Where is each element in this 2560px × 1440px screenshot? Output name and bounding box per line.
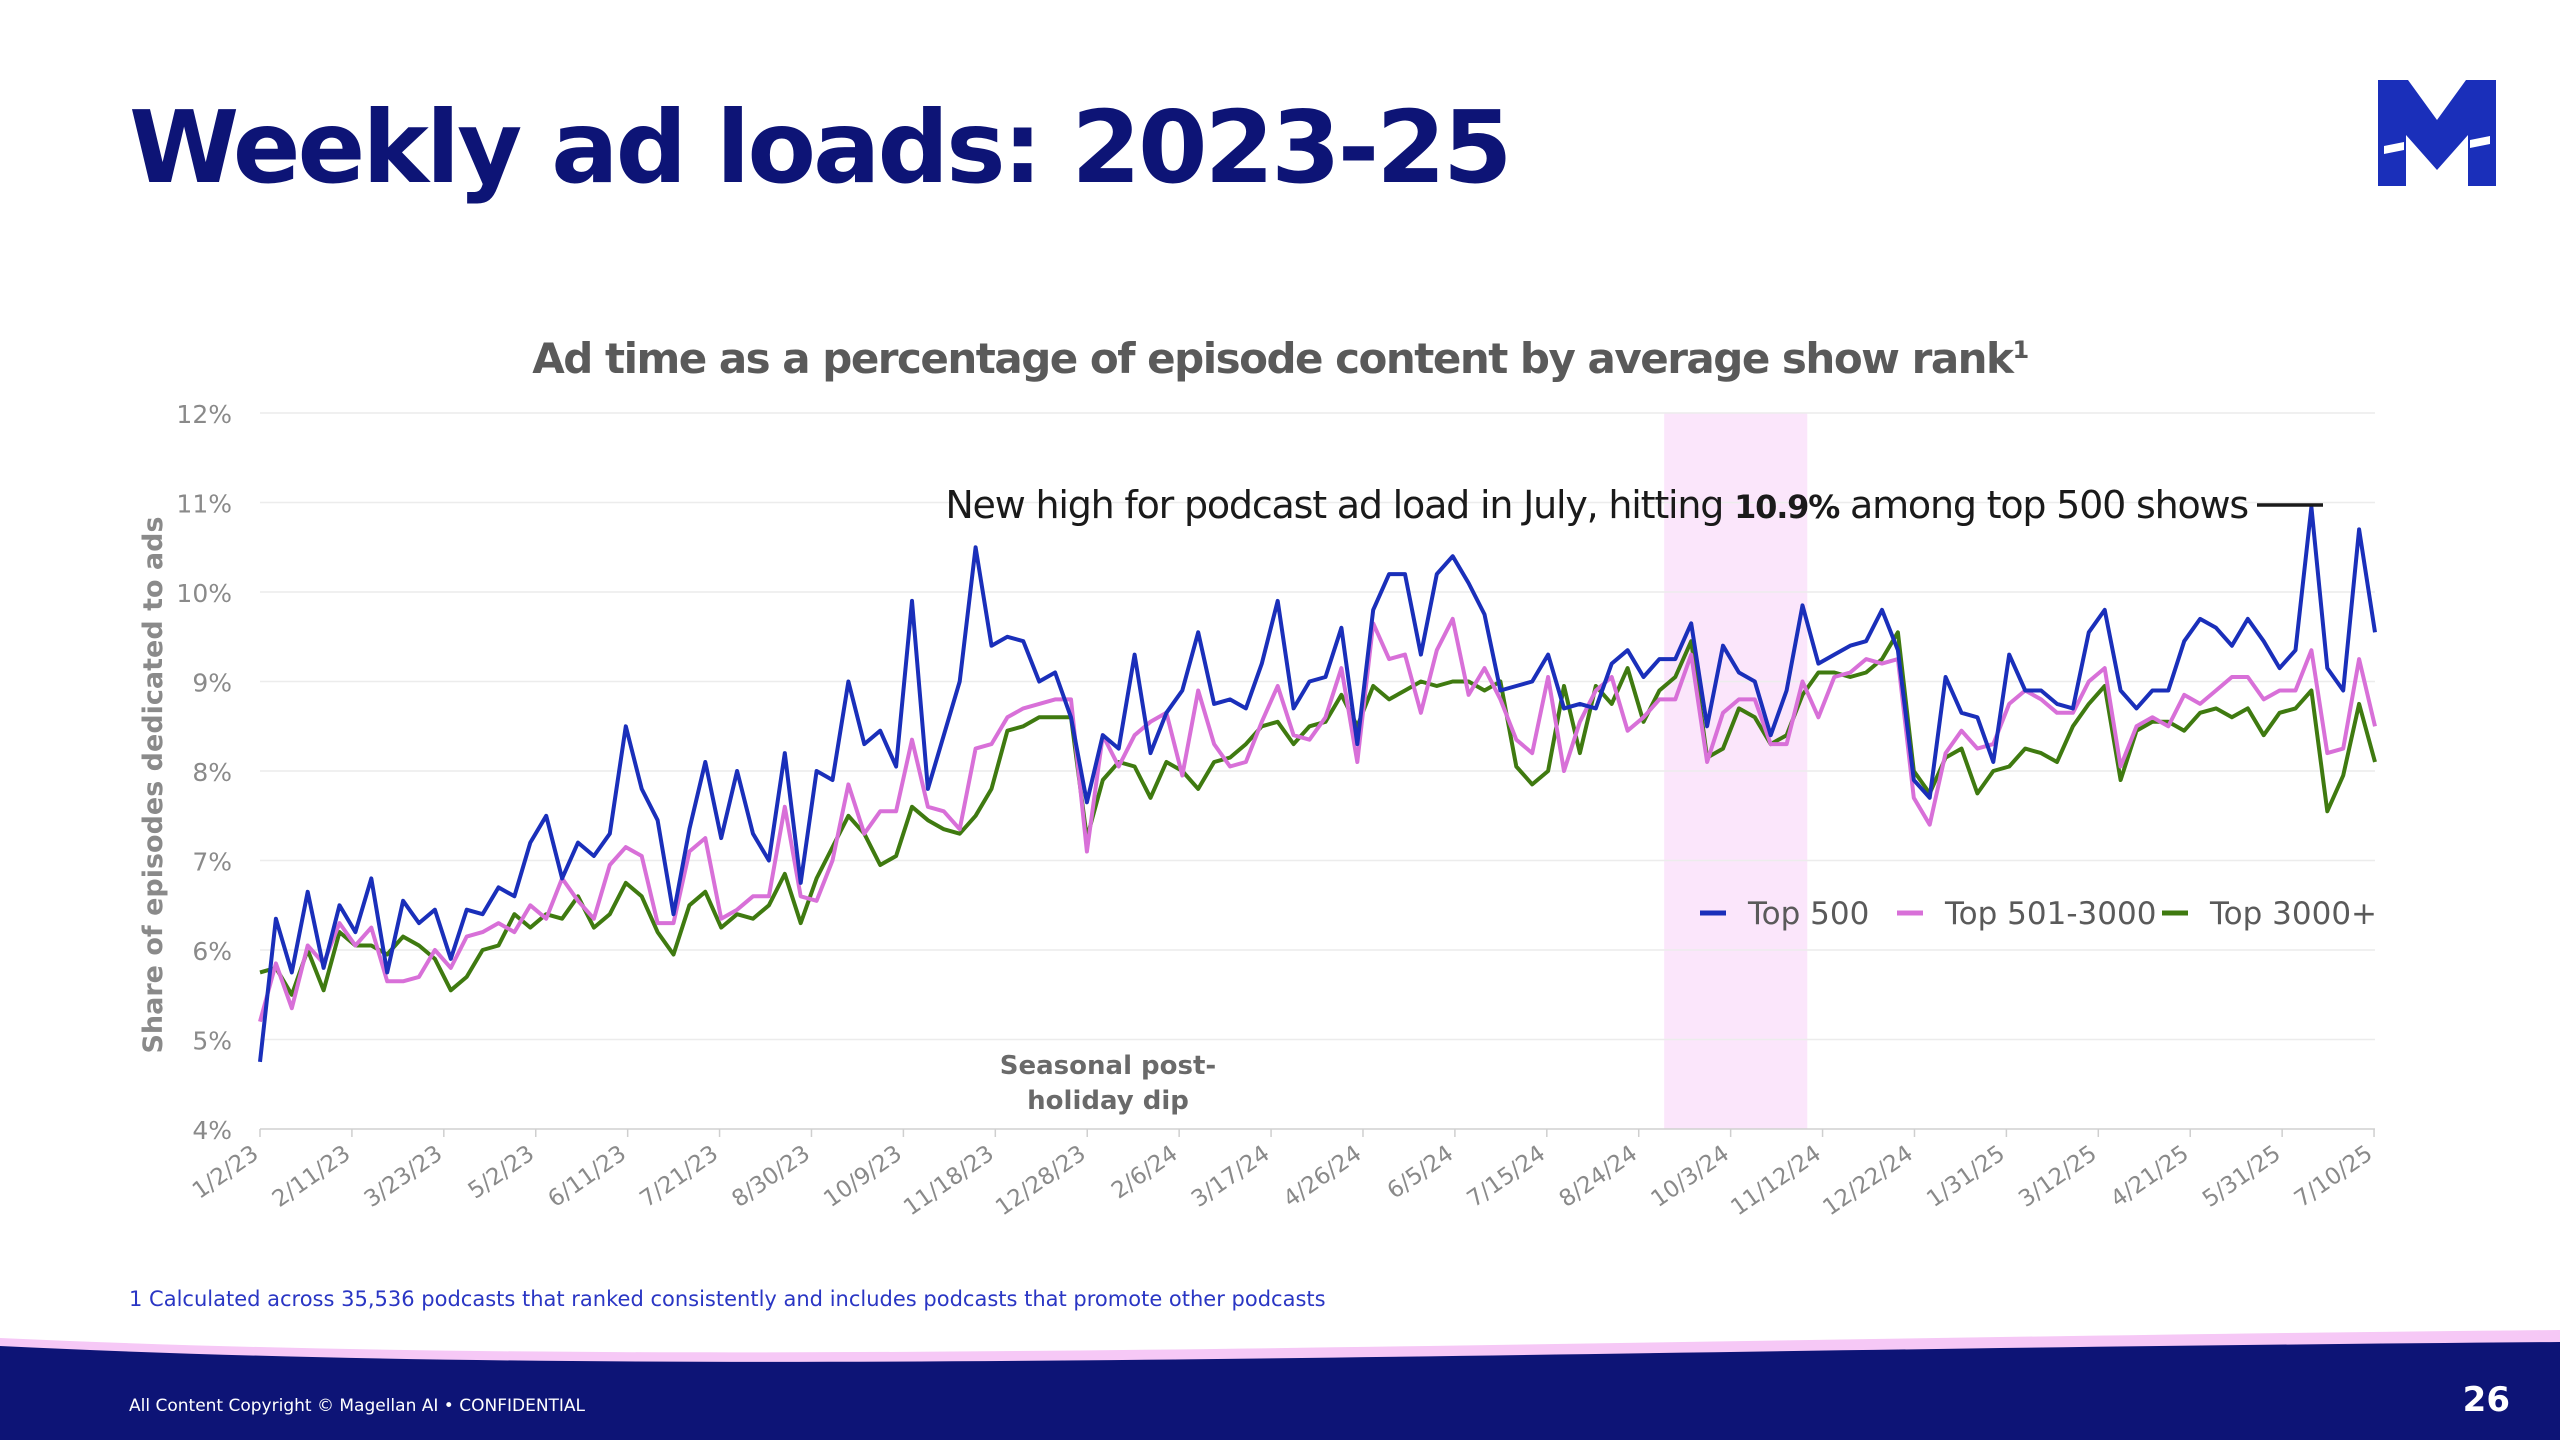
page-title: Weekly ad loads: 2023-25 <box>129 89 1512 206</box>
footnote: 1 Calculated across 35,536 podcasts that… <box>129 1287 1326 1311</box>
series-line-top-500 <box>258 505 2377 1063</box>
x-tick-label: 12/28/23 <box>991 1141 1091 1222</box>
x-tick-label: 8/30/23 <box>727 1141 815 1213</box>
legend-label: Top 501-3000 <box>1944 896 2156 932</box>
x-tick-label: 1/31/25 <box>1922 1141 2010 1213</box>
y-tick-label: 7% <box>192 848 232 877</box>
x-tick-label: 6/5/24 <box>1383 1141 1459 1205</box>
x-tick-label: 5/31/25 <box>2198 1141 2286 1213</box>
y-tick-label: 8% <box>192 758 232 787</box>
legend-label: Top 3000+ <box>2209 896 2377 932</box>
page-number: 26 <box>2462 1380 2510 1420</box>
x-tick-label: 12/22/24 <box>1818 1141 1918 1222</box>
x-tick-label: 3/17/24 <box>1187 1141 1275 1213</box>
annotations: New high for podcast ad load in July, hi… <box>945 483 2323 1116</box>
series-line-top-501-3000 <box>258 616 2377 1023</box>
x-tick-label: 4/26/24 <box>1279 1141 1367 1213</box>
dip-annotation-line-1: Seasonal post- <box>1000 1051 1216 1081</box>
x-tick-label: 6/11/23 <box>544 1141 632 1213</box>
gridlines <box>260 412 2375 1130</box>
y-tick-label: 4% <box>192 1116 232 1145</box>
series-line-top-3000- <box>259 630 2377 997</box>
legend-label: Top 500 <box>1747 896 1869 932</box>
y-tick-label: 11% <box>176 490 232 519</box>
series-lines <box>258 505 2377 1063</box>
x-tick-label: 11/12/24 <box>1726 1141 1826 1222</box>
y-tick-label: 6% <box>192 937 232 966</box>
x-tick-label: 10/9/23 <box>819 1141 907 1213</box>
legend: Top 500 Top 501-3000 Top 3000+ <box>1700 896 2377 932</box>
x-tick-label: 3/23/23 <box>360 1141 448 1213</box>
x-tick-label: 7/15/24 <box>1463 1141 1551 1213</box>
x-tick-label: 7/10/25 <box>2290 1141 2378 1213</box>
x-tick-label: 2/11/23 <box>268 1141 356 1213</box>
chart-title: Ad time as a percentage of episode conte… <box>532 334 2029 383</box>
x-axis-ticks: 1/2/23 2/11/23 3/23/23 5/2/23 6/11/23 7/21/23… <box>188 1129 2378 1222</box>
y-axis-label: Share of episodes dedicated to ads <box>138 516 169 1053</box>
copyright: All Content Copyright © Magellan AI • CO… <box>129 1396 586 1416</box>
x-tick-label: 1/2/23 <box>188 1141 264 1205</box>
x-tick-label: 2/6/24 <box>1107 1141 1183 1205</box>
magellan-logo-icon <box>2378 80 2496 186</box>
y-tick-label: 9% <box>192 669 232 698</box>
x-tick-label: 8/24/24 <box>1555 1141 1643 1213</box>
y-axis-ticks: 4% 5% 6% 7% 8% 9% 10% 11% 12% <box>176 400 232 1145</box>
x-tick-label: 4/21/25 <box>2106 1141 2194 1213</box>
x-tick-label: 11/18/23 <box>899 1141 999 1222</box>
dip-annotation-line-2: holiday dip <box>1027 1086 1189 1116</box>
y-tick-label: 5% <box>192 1027 232 1056</box>
x-tick-label: 7/21/23 <box>635 1141 723 1213</box>
x-tick-label: 5/2/23 <box>464 1141 540 1205</box>
y-tick-label: 12% <box>176 400 232 429</box>
footer-bar <box>0 1330 2560 1440</box>
y-tick-label: 10% <box>176 579 232 608</box>
x-tick-label: 3/12/25 <box>2014 1141 2102 1213</box>
x-tick-label: 10/3/24 <box>1647 1141 1735 1213</box>
new-high-annotation: New high for podcast ad load in July, hi… <box>945 483 2248 527</box>
line-chart: 4% 5% 6% 7% 8% 9% 10% 11% 12% 1/2/23 2/11/23 3/23/… <box>138 400 2378 1222</box>
